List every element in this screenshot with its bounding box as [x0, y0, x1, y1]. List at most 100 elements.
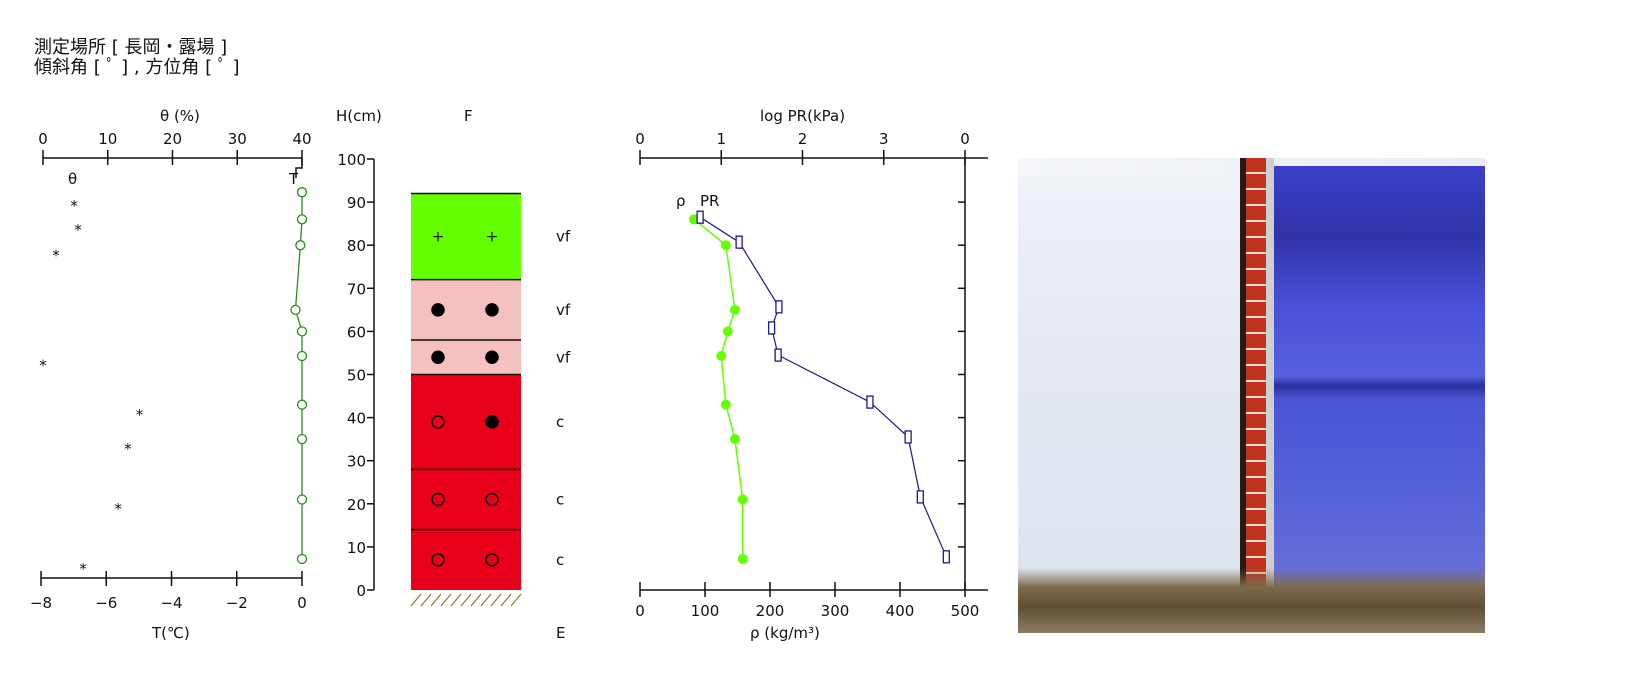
t-tick-label: 0	[297, 594, 307, 612]
grain-size-label: c	[556, 490, 564, 508]
grain-symbol-open	[431, 415, 445, 429]
h-tick-label: 70	[347, 280, 366, 298]
density-line	[693, 218, 744, 559]
temperature-point	[296, 214, 308, 225]
t-axis-title: T(℃)	[151, 624, 190, 642]
t-tick-label: −2	[226, 594, 248, 612]
site-title: 測定場所 [ 長岡・露場 ] 傾斜角 [ ﾟ ] , 方位角 [ ﾟ ]	[34, 38, 240, 78]
grain-symbol-open	[431, 553, 445, 567]
pr-point	[774, 348, 782, 362]
temperature-point	[296, 187, 308, 198]
pr-tick-label: 3	[879, 130, 889, 148]
pr-point	[735, 235, 743, 249]
grain-size-label: vf	[556, 228, 571, 246]
density-point	[722, 326, 733, 337]
theta-axis-end	[295, 158, 303, 178]
rho-tick-label: 500	[951, 602, 980, 620]
pr-line	[699, 216, 947, 558]
grain-symbol-plus: +	[432, 228, 445, 246]
pr-axis-title: log PR(kPa)	[760, 107, 845, 125]
pr-point	[916, 490, 924, 504]
ground-hatch	[490, 593, 502, 607]
theta-point: *	[136, 406, 144, 424]
pr-marker-label: PR	[700, 192, 719, 210]
photo-ruler-edge	[1240, 158, 1246, 588]
theta-point: *	[39, 357, 47, 375]
grain-symbol-filled	[431, 303, 445, 317]
theta-tick-label: 0	[38, 130, 48, 148]
rho-tick-label: 300	[821, 602, 850, 620]
grain-symbol-open	[485, 553, 499, 567]
pr-tick-label: 2	[798, 130, 808, 148]
ground-hatch	[420, 593, 432, 607]
h-tick-label: 80	[347, 237, 366, 255]
density-point	[737, 494, 748, 505]
t-marker-label: T	[288, 170, 299, 188]
pr-tick-label: 1	[716, 130, 726, 148]
temperature-point	[290, 304, 301, 316]
theta-tick-label: 30	[228, 130, 247, 148]
pr-point	[696, 210, 704, 224]
ground-hatch	[430, 593, 442, 607]
ground-hatch	[480, 593, 492, 607]
theta-tick-label: 40	[292, 130, 311, 148]
theta-point: *	[52, 247, 60, 265]
density-point	[688, 214, 699, 225]
pr-point	[942, 550, 950, 564]
grain-symbol-plus: +	[486, 228, 499, 246]
density-point	[720, 399, 731, 410]
temperature-point	[295, 240, 306, 251]
h-tick-label: 40	[347, 410, 366, 428]
temperature-point	[296, 350, 308, 362]
ground-hatch	[410, 593, 422, 607]
grain-size-label: c	[556, 551, 564, 569]
ground-hatch	[500, 593, 512, 607]
ground-hatch	[510, 593, 522, 607]
theta-marker-label: θ	[68, 170, 77, 188]
site-location: 測定場所 [ 長岡・露場 ]	[34, 37, 228, 58]
snow-layer	[411, 469, 521, 530]
rho-tick-label: 200	[756, 602, 785, 620]
density-point	[716, 350, 727, 361]
f-column-title: F	[464, 107, 473, 125]
h-tick-label: 100	[337, 151, 366, 169]
temperature-point	[296, 494, 308, 505]
pr-point	[767, 321, 776, 335]
t-tick-label: −6	[95, 594, 117, 612]
grain-size-label: vf	[556, 348, 571, 366]
snow-layer	[411, 279, 521, 341]
pr-point	[775, 300, 783, 314]
density-point	[729, 304, 740, 315]
snow-pit-photo	[1018, 158, 1485, 633]
rho-tick-label: 100	[691, 602, 720, 620]
ground-hatch	[470, 593, 482, 607]
grain-size-label: vf	[556, 301, 571, 319]
snow-layer	[411, 374, 521, 470]
density-point	[729, 434, 740, 445]
grain-symbol-filled	[485, 350, 499, 365]
ground-label: E	[556, 624, 565, 642]
photo-ground	[1018, 568, 1485, 633]
pr-tick-label: 0	[635, 130, 645, 148]
h-tick-label: 0	[356, 582, 366, 600]
temperature-point	[296, 433, 308, 445]
snow-layer	[411, 193, 521, 280]
h-tick-label: 50	[347, 367, 366, 385]
snow-layer	[411, 340, 521, 375]
pr-point	[904, 430, 912, 444]
temperature-point	[296, 399, 308, 410]
density-point	[720, 240, 731, 251]
h-tick-label: 20	[347, 496, 366, 514]
ground-hatch	[460, 593, 472, 607]
density-point	[737, 553, 748, 564]
slope-azimuth: 傾斜角 [ ﾟ ] , 方位角 [ ﾟ ]	[34, 57, 240, 78]
grain-symbol-filled	[485, 303, 499, 317]
theta-axis-title: θ (%)	[160, 107, 200, 125]
rho-axis-title: ρ (kg/m³)	[750, 624, 820, 642]
theta-point: *	[114, 500, 122, 518]
grain-symbol-open	[485, 492, 499, 507]
t-tick-label: −4	[160, 594, 182, 612]
grain-size-label: c	[556, 413, 564, 431]
temperature-point	[296, 553, 308, 565]
